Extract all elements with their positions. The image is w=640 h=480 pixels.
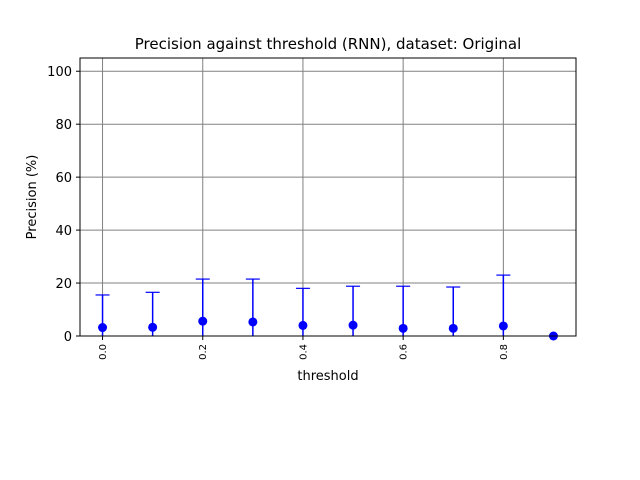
chart-title: Precision against threshold (RNN), datas… — [135, 35, 521, 53]
data-point — [298, 320, 308, 330]
data-point — [148, 322, 158, 332]
x-tick-label: 0.8 — [499, 344, 510, 360]
data-point — [498, 321, 508, 331]
y-tick-label: 100 — [47, 65, 72, 80]
y-axis-ticks: 0 20 40 60 80 100 — [47, 65, 80, 345]
data-point — [98, 323, 108, 333]
x-axis-label: threshold — [297, 369, 358, 384]
data-point — [198, 316, 208, 326]
y-tick-label: 40 — [55, 224, 72, 239]
plot-frame — [79, 57, 577, 337]
data-point — [398, 323, 408, 333]
data-point — [348, 320, 358, 330]
y-axis-label: Precision (%) — [25, 155, 40, 240]
data-point — [448, 323, 458, 333]
y-tick-label: 20 — [55, 277, 72, 292]
x-tick-label: 0.0 — [98, 344, 109, 360]
y-tick-label: 60 — [55, 171, 72, 186]
data-points — [98, 316, 558, 341]
x-tick-label: 0.2 — [198, 344, 209, 360]
data-point — [248, 317, 258, 327]
x-tick-label: 0.6 — [399, 344, 410, 360]
y-tick-label: 0 — [64, 330, 72, 345]
x-tick-label: 0.4 — [298, 344, 309, 360]
y-tick-label: 80 — [55, 118, 72, 133]
x-axis-ticks: 0.0 0.2 0.4 0.6 0.8 — [98, 336, 510, 360]
